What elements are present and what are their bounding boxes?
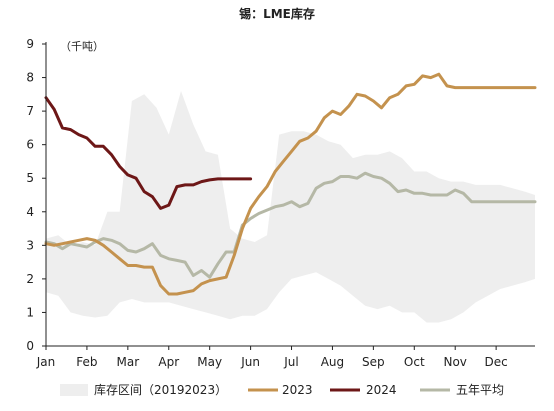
range-band-area <box>46 91 535 323</box>
plot-area <box>44 72 537 323</box>
y-tick-label: 8 <box>26 71 34 85</box>
y-tick-label: 7 <box>26 104 34 118</box>
x-tick-label: Apr <box>158 355 179 369</box>
y-tick-label: 6 <box>26 138 34 152</box>
legend-label-series-0: 2023 <box>282 383 313 397</box>
legend: 库存区间（20192023） 2023 2024 五年平均 <box>60 382 504 397</box>
y-axis-unit: （千吨） <box>60 40 104 53</box>
x-tick-label: May <box>197 355 222 369</box>
series-line-0 <box>44 72 537 296</box>
x-tick-label: Aug <box>321 355 344 369</box>
x-tick-label: Nov <box>443 355 466 369</box>
legend-label-series-1: 2024 <box>366 383 397 397</box>
x-tick-label: Dec <box>485 355 508 369</box>
y-tick-label: 1 <box>26 305 34 319</box>
y-tick-label: 4 <box>26 205 34 219</box>
y-tick-label: 2 <box>26 272 34 286</box>
axes: 0 1 2 3 4 5 6 7 8 9 Jan Feb Mar Apr May Jun Jul Aug Sep Oct… <box>26 37 535 369</box>
legend-label-series-2: 五年平均 <box>456 383 504 397</box>
x-tick-label: Jun <box>240 355 260 369</box>
legend-swatch-range-band <box>60 384 88 396</box>
x-tick-label: Oct <box>404 355 425 369</box>
y-tick-label: 0 <box>26 339 34 353</box>
x-tick-label: Sep <box>362 355 385 369</box>
x-tick-label: Jul <box>283 355 298 369</box>
series-line-1 <box>44 96 253 210</box>
x-tick-label: Feb <box>76 355 97 369</box>
x-tick-label: Mar <box>117 355 140 369</box>
y-tick-label: 3 <box>26 238 34 252</box>
legend-label-range-band: 库存区间（20192023） <box>94 382 227 397</box>
y-tick-label: 9 <box>26 37 34 51</box>
chart-title: 锡：LME库存 <box>239 6 315 21</box>
series-line-2 <box>44 171 537 279</box>
x-tick-label: Jan <box>36 355 56 369</box>
y-tick-label: 5 <box>26 171 34 185</box>
